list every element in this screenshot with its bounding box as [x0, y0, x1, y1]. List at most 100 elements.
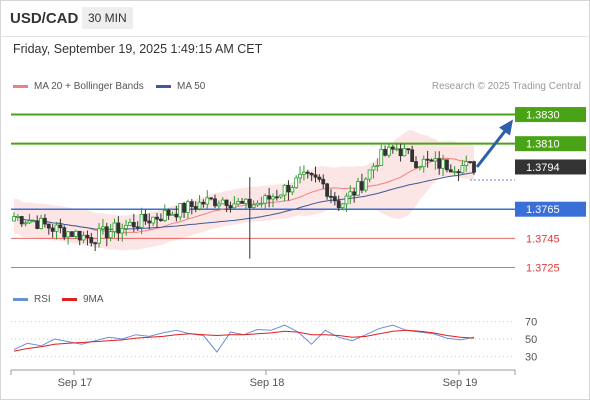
candle-body [135, 226, 140, 229]
level-box-1.3810 [515, 136, 586, 152]
candle-body [278, 194, 283, 198]
candle-body [155, 216, 159, 220]
level-label-1.3765: 1.3765 [526, 204, 560, 216]
candle-body [77, 230, 82, 241]
candle-body [286, 184, 291, 193]
candle-body [390, 146, 395, 150]
candle-body [193, 206, 198, 210]
level-box-1.3794 [515, 159, 586, 175]
candle-body [421, 158, 426, 168]
currency-pair-title: USD/CAD [10, 10, 79, 27]
candle-body [340, 203, 345, 209]
candle-body [448, 169, 453, 173]
candle-body [259, 202, 264, 205]
candle-body [232, 203, 237, 209]
legend-9ma: 9MA [62, 294, 104, 305]
legend-ma20: MA 20 + Bollinger Bands [13, 81, 144, 92]
legend-ma50-label: MA 50 [177, 81, 206, 92]
x-tick-label: Sep 19 [443, 377, 478, 389]
candle-body [317, 176, 322, 180]
candle-body [274, 196, 279, 199]
candle-body [240, 201, 244, 204]
candle-body [89, 237, 94, 244]
candle-body [50, 227, 55, 232]
candle-body [367, 169, 372, 180]
header-divider [0, 36, 590, 37]
candle-body [85, 234, 90, 238]
candle-body [178, 203, 183, 218]
candle-body [352, 191, 357, 196]
candle-body [464, 161, 469, 166]
candle-body [251, 204, 256, 208]
legend-ma20-label: MA 20 + Bollinger Bands [34, 81, 144, 92]
candle-body [104, 226, 109, 239]
level-label-1.3830: 1.3830 [526, 110, 560, 122]
candle-body [224, 199, 229, 207]
candle-body [158, 218, 163, 221]
candle-body [336, 200, 341, 209]
candle-body [398, 148, 403, 157]
candle-body [244, 198, 248, 204]
candle-body [93, 242, 98, 245]
ma50-swatch [156, 85, 171, 88]
candle-body [290, 187, 295, 193]
candle-body [70, 231, 74, 237]
candle-body [128, 222, 132, 226]
ma20-swatch [13, 85, 28, 88]
candle-body [112, 222, 117, 233]
candle-body [294, 177, 299, 188]
timeframe-badge[interactable]: 30 MIN [82, 7, 133, 29]
candle-body [19, 216, 24, 225]
timestamp: Friday, September 19, 2025 1:49:15 AM CE… [13, 42, 263, 56]
candle-body [406, 148, 411, 151]
level-label-1.3794: 1.3794 [526, 162, 560, 174]
candle-body [147, 220, 152, 224]
candle-body [213, 198, 217, 207]
level-box-1.3830 [515, 107, 586, 123]
candle-body [131, 222, 136, 228]
candle-body [452, 171, 457, 173]
chart-header: USD/CAD 30 MIN [0, 0, 590, 36]
candle-body [379, 149, 384, 166]
candle-body [271, 196, 275, 200]
candle-body [66, 231, 71, 238]
candle-body [437, 158, 442, 169]
candle-body [414, 161, 418, 169]
candle-body [46, 223, 51, 229]
candle-body [236, 201, 241, 205]
candle-body [417, 166, 422, 169]
candle-body [35, 220, 40, 229]
level-label-1.3725: 1.3725 [526, 262, 560, 274]
candle-body [143, 213, 148, 222]
level-label-1.3810: 1.3810 [526, 139, 560, 151]
candle-body [124, 224, 129, 229]
candle-body [325, 183, 330, 197]
candle-body [101, 226, 105, 230]
candle-body [15, 216, 20, 218]
candle-body [402, 148, 407, 157]
candle-body [387, 146, 391, 156]
candle-body [441, 159, 445, 169]
candle-body [54, 224, 59, 232]
candle-body [201, 201, 206, 205]
candle-body [216, 203, 221, 207]
candle-body [62, 227, 67, 238]
credit-text: Research © 2025 Trading Central [431, 81, 581, 92]
candle-body [313, 174, 318, 178]
candle-body [255, 202, 260, 206]
candle-body [151, 216, 156, 224]
candle-body [205, 197, 210, 205]
candles [12, 142, 476, 259]
candle-body [139, 213, 144, 228]
candle-body [23, 222, 28, 225]
candle-body [197, 201, 202, 210]
candle-body [348, 191, 353, 197]
ma9-swatch [62, 298, 77, 301]
candle-body [12, 216, 16, 222]
candle-body [375, 165, 380, 167]
forecast-arrow-shaft [475, 127, 509, 168]
candle-body [27, 220, 32, 224]
candle-body [228, 205, 233, 209]
candle-body [182, 203, 186, 213]
candle-body [460, 165, 465, 174]
